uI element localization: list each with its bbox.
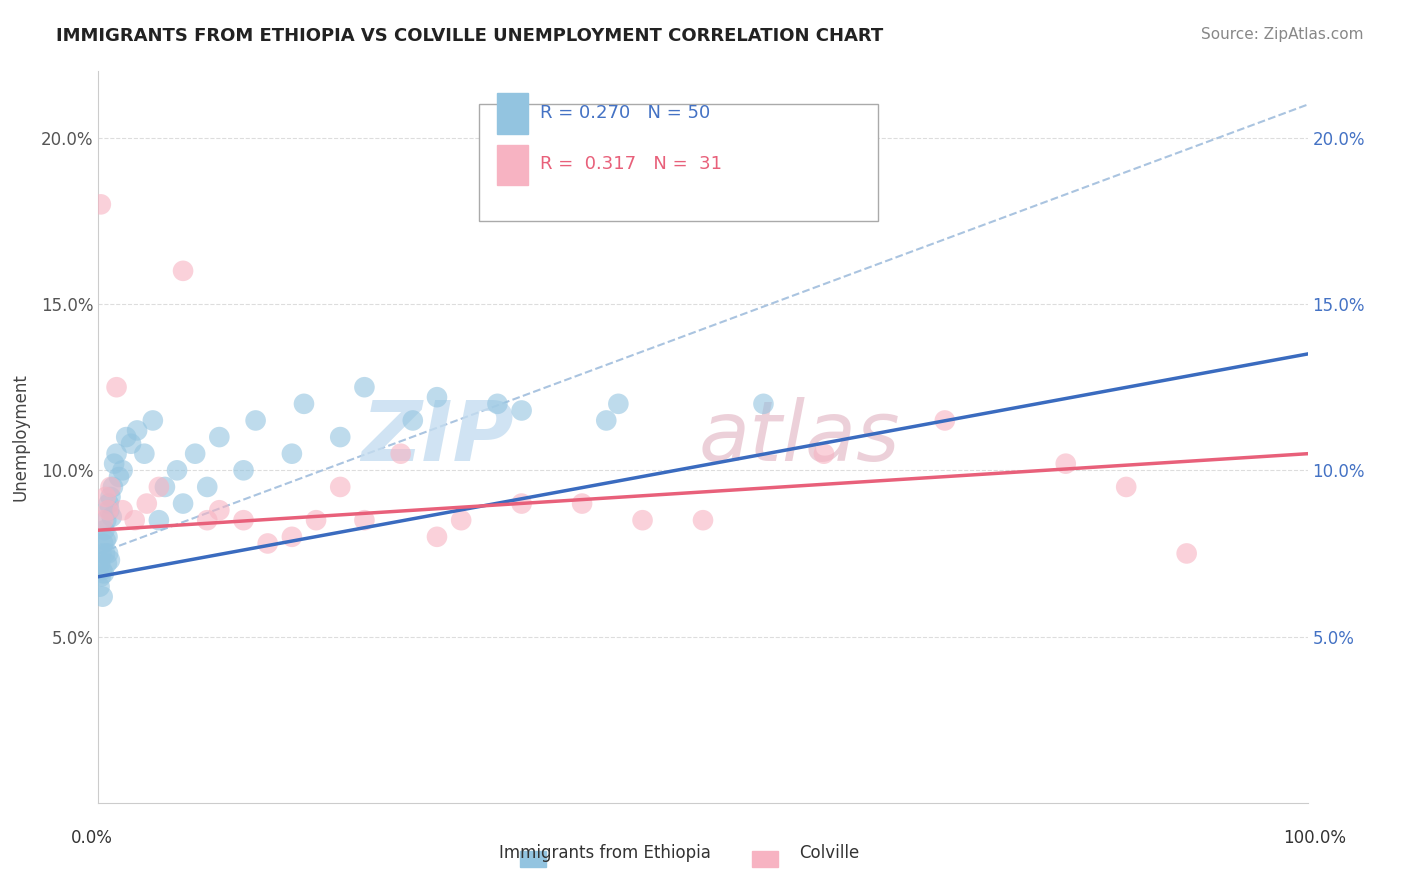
Point — [281, 447, 304, 461]
Text: IMMIGRANTS FROM ETHIOPIA VS COLVILLE UNEMPLOYMENT CORRELATION CHART: IMMIGRANTS FROM ETHIOPIA VS COLVILLE UNE… — [56, 27, 883, 45]
Point — [305, 513, 328, 527]
Point — [100, 509, 122, 524]
Point — [692, 513, 714, 527]
Point — [245, 413, 267, 427]
Point — [142, 413, 165, 427]
Point — [98, 503, 121, 517]
Point — [93, 566, 115, 581]
Point — [90, 546, 112, 560]
Point — [595, 413, 617, 427]
Point — [232, 513, 254, 527]
Point — [934, 413, 956, 427]
Point — [153, 480, 176, 494]
Point — [127, 424, 149, 438]
Point — [93, 523, 115, 537]
Point — [148, 513, 170, 527]
Point — [1054, 457, 1077, 471]
Point — [402, 413, 425, 427]
Point — [172, 264, 194, 278]
Text: Colville: Colville — [800, 844, 859, 862]
Point — [90, 197, 112, 211]
Point — [752, 397, 775, 411]
FancyBboxPatch shape — [479, 104, 879, 221]
Point — [510, 403, 533, 417]
Point — [111, 463, 134, 477]
Text: R =  0.317   N =  31: R = 0.317 N = 31 — [540, 155, 721, 173]
FancyBboxPatch shape — [498, 145, 527, 185]
Point — [90, 570, 112, 584]
Text: Immigrants from Ethiopia: Immigrants from Ethiopia — [499, 844, 710, 862]
Point — [91, 513, 114, 527]
Point — [208, 503, 231, 517]
Point — [329, 430, 352, 444]
Point — [108, 470, 131, 484]
Point — [97, 503, 120, 517]
Point — [450, 513, 472, 527]
Point — [353, 380, 375, 394]
Point — [256, 536, 278, 550]
Point — [94, 546, 117, 560]
Point — [184, 447, 207, 461]
Point — [510, 497, 533, 511]
Point — [101, 480, 124, 494]
FancyBboxPatch shape — [498, 94, 527, 134]
Point — [292, 397, 315, 411]
Point — [195, 513, 218, 527]
Point — [353, 513, 375, 527]
Point — [105, 380, 128, 394]
Point — [91, 536, 114, 550]
Text: ZIP: ZIP — [361, 397, 513, 477]
Point — [813, 447, 835, 461]
Point — [96, 530, 118, 544]
Point — [486, 397, 509, 411]
Point — [115, 430, 138, 444]
Point — [1175, 546, 1198, 560]
Point — [100, 490, 122, 504]
Point — [91, 590, 114, 604]
Point — [172, 497, 194, 511]
Point — [97, 497, 120, 511]
Point — [208, 430, 231, 444]
Point — [232, 463, 254, 477]
Text: 100.0%: 100.0% — [1284, 829, 1346, 847]
Text: atlas: atlas — [699, 397, 901, 477]
Point — [281, 530, 304, 544]
Point — [389, 447, 412, 461]
Point — [195, 480, 218, 494]
Text: Source: ZipAtlas.com: Source: ZipAtlas.com — [1201, 27, 1364, 42]
Point — [120, 436, 142, 450]
Point — [111, 503, 134, 517]
Point — [103, 457, 125, 471]
Point — [631, 513, 654, 527]
Point — [91, 563, 114, 577]
Point — [426, 530, 449, 544]
Point — [100, 480, 122, 494]
Point — [96, 513, 118, 527]
Point — [1115, 480, 1137, 494]
Point — [135, 497, 157, 511]
Point — [134, 447, 156, 461]
Point — [94, 490, 117, 504]
Point — [96, 557, 118, 571]
Point — [571, 497, 593, 511]
Point — [94, 533, 117, 548]
Point — [89, 580, 111, 594]
Point — [148, 480, 170, 494]
Point — [329, 480, 352, 494]
Point — [426, 390, 449, 404]
Text: R = 0.270   N = 50: R = 0.270 N = 50 — [540, 104, 710, 122]
Text: 0.0%: 0.0% — [70, 829, 112, 847]
Point — [98, 553, 121, 567]
Point — [97, 546, 120, 560]
Point — [105, 447, 128, 461]
Point — [124, 513, 146, 527]
Point — [607, 397, 630, 411]
Point — [89, 557, 111, 571]
Y-axis label: Unemployment: Unemployment — [11, 373, 30, 501]
Point — [166, 463, 188, 477]
